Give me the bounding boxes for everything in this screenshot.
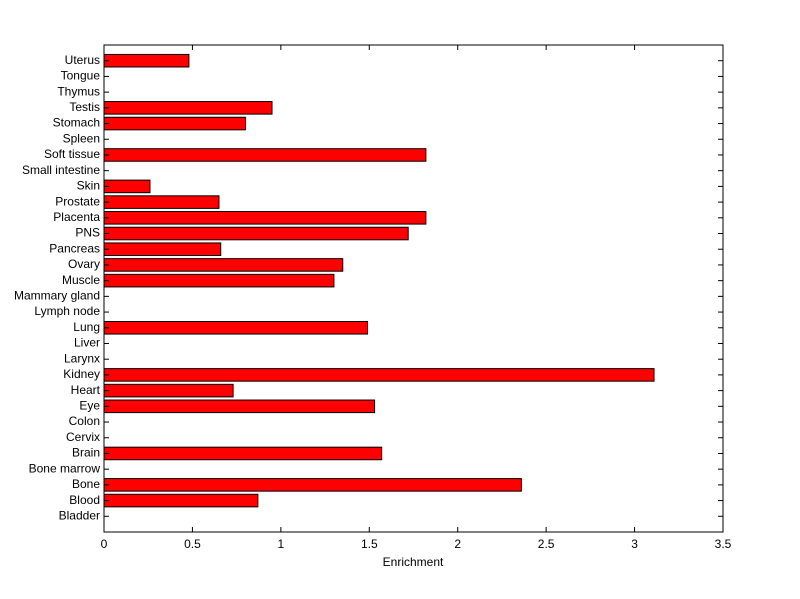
- bar: [103, 242, 222, 257]
- y-tick-label: Skin: [77, 179, 100, 193]
- bar: [103, 211, 427, 225]
- y-tick-label: Lung: [73, 320, 100, 334]
- y-tick-label: Blood: [69, 493, 100, 507]
- bar: [103, 258, 344, 272]
- x-tick-label: 0: [101, 537, 108, 551]
- y-tick-label: Muscle: [62, 273, 100, 287]
- y-tick-label: PNS: [75, 226, 100, 240]
- y-tick-label: Colon: [69, 414, 100, 428]
- x-axis-label: Enrichment: [383, 555, 444, 569]
- y-tick-label: Bone marrow: [29, 461, 101, 475]
- bar: [103, 116, 246, 131]
- y-tick-label: Cervix: [66, 430, 100, 444]
- x-tick-label: 3.5: [715, 537, 732, 551]
- y-tick-label: Bladder: [59, 508, 100, 522]
- bar: [103, 478, 522, 492]
- y-tick-label: Spleen: [63, 131, 100, 145]
- x-tick-label: 1.5: [361, 537, 378, 551]
- y-tick-label: Kidney: [63, 367, 100, 381]
- y-tick-label: Heart: [71, 383, 101, 397]
- y-tick-label: Uterus: [65, 53, 100, 67]
- y-tick-label: Larynx: [64, 351, 100, 365]
- bar: [103, 493, 259, 508]
- y-tick-label: Tongue: [61, 69, 101, 83]
- y-tick-label: Ovary: [68, 257, 100, 271]
- y-tick-label: Thymus: [57, 84, 100, 98]
- y-tick-label: Eye: [79, 398, 100, 412]
- y-tick-label: Bone: [72, 477, 100, 491]
- bar: [103, 101, 273, 115]
- y-tick-label: Liver: [74, 336, 100, 350]
- bar: [103, 195, 220, 209]
- plot-frame: [103, 44, 724, 533]
- x-tick-label: 0.5: [184, 537, 201, 551]
- y-tick-label: Prostate: [55, 194, 100, 208]
- x-tick-label: 3: [631, 537, 638, 551]
- y-tick-label: Stomach: [53, 116, 100, 130]
- bar: [103, 148, 427, 162]
- bar: [103, 383, 234, 398]
- bar: [103, 320, 369, 335]
- bar: [103, 226, 409, 241]
- y-tick-label: Small intestine: [22, 163, 100, 177]
- y-tick-label: Mammary gland: [14, 289, 100, 303]
- y-tick-label: Brain: [72, 446, 100, 460]
- y-tick-label: Testis: [69, 100, 100, 114]
- y-tick-label: Placenta: [53, 210, 100, 224]
- y-tick-label: Lymph node: [34, 304, 100, 318]
- bar: [103, 179, 151, 194]
- x-tick-label: 2: [454, 537, 461, 551]
- y-tick-label: Pancreas: [49, 241, 100, 255]
- bar: [103, 399, 376, 414]
- bar: [103, 446, 383, 461]
- bar: [103, 53, 190, 68]
- x-tick-label: 2.5: [538, 537, 555, 551]
- bar: [103, 273, 335, 288]
- x-tick-label: 1: [278, 537, 285, 551]
- bar: [103, 368, 655, 382]
- y-tick-label: Soft tissue: [44, 147, 100, 161]
